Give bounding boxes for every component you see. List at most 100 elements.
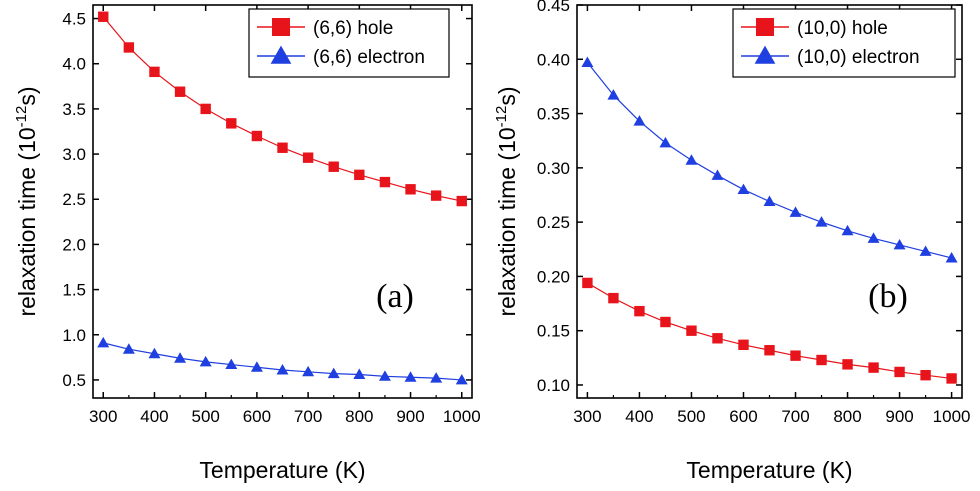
data-point-square	[920, 370, 931, 381]
data-point-square	[634, 305, 645, 317]
data-point-square	[868, 362, 879, 373]
x-tick-label: 1000	[443, 407, 481, 426]
x-tick-label: 300	[573, 407, 601, 426]
x-tick-label: 300	[89, 407, 117, 426]
data-point-square	[686, 325, 697, 336]
data-point-square	[660, 316, 671, 328]
data-point-square	[816, 354, 827, 366]
data-point-triangle	[430, 372, 443, 383]
data-point-square	[764, 345, 775, 356]
data-point-square	[302, 152, 314, 163]
y-tick-label: 0.45	[537, 0, 570, 15]
legend-label: (10,0) electron	[797, 47, 920, 68]
x-tick-label: 500	[191, 407, 219, 426]
data-point-square	[98, 11, 109, 22]
chart-panel-2: 300 400 500 600 700 800 900 1000 0.10 0.15 0.20 0.2…	[493, 0, 971, 483]
data-point-triangle	[378, 370, 391, 381]
y-tick-label: 0.25	[537, 213, 570, 232]
data-point-triangle	[815, 216, 828, 227]
data-point-square	[226, 118, 237, 129]
data-point-triangle	[250, 361, 263, 372]
data-point-square	[790, 350, 801, 361]
y-tick-label: 3.5	[62, 100, 86, 119]
data-point-triangle	[148, 347, 161, 359]
y-axis-label: relaxation time (10-12s)	[13, 86, 40, 316]
data-point-square	[123, 42, 135, 53]
data-point-square	[200, 103, 211, 115]
data-point-triangle	[893, 238, 906, 250]
data-point-square	[174, 86, 186, 97]
x-axis-label: Temperature (K)	[199, 457, 365, 483]
y-tick-label: 2.5	[62, 190, 86, 209]
x-tick-label: 600	[729, 407, 757, 426]
data-point-triangle	[581, 56, 594, 68]
data-point-triangle	[302, 365, 315, 377]
x-tick-label: 500	[677, 407, 705, 426]
x-tick-label: 400	[625, 407, 653, 426]
legend-label: (10,0) hole	[797, 18, 888, 39]
data-point-triangle	[711, 169, 724, 180]
data-point-triangle	[404, 371, 417, 382]
x-tick-label: 400	[140, 407, 168, 426]
y-tick-label: 4.0	[62, 55, 86, 74]
data-point-square	[277, 142, 288, 153]
data-point-triangle	[685, 154, 698, 165]
legend-marker-square	[272, 18, 290, 36]
data-point-square	[738, 339, 749, 351]
data-point-triangle	[633, 115, 646, 126]
y-tick-label: 0.30	[537, 159, 570, 178]
data-point-square	[712, 333, 723, 344]
legend-marker-square	[756, 18, 774, 36]
data-point-square	[456, 195, 467, 207]
data-point-triangle	[659, 136, 672, 148]
x-tick-label: 1000	[933, 407, 971, 426]
data-point-triangle	[867, 232, 880, 243]
data-point-square	[379, 176, 391, 188]
data-point-square	[251, 130, 263, 142]
x-tick-label: 600	[243, 407, 271, 426]
legend-label: (6,6) electron	[313, 47, 425, 68]
y-tick-label: 0.40	[537, 50, 570, 69]
y-tick-label: 3.0	[62, 145, 86, 164]
data-point-triangle	[199, 355, 212, 367]
series-line-2	[586, 62, 952, 259]
legend: (6,6) hole (6,6) electron	[248, 8, 450, 78]
legend-marker-triangle	[754, 45, 776, 64]
data-point-triangle	[225, 358, 238, 370]
y-tick-label: 0.10	[537, 376, 570, 395]
y-tick-label: 1.5	[62, 281, 86, 300]
x-axis-label: Temperature (K)	[686, 457, 852, 483]
data-point-square	[582, 277, 593, 289]
y-tick-label: 0.20	[537, 267, 570, 286]
legend: (10,0) hole (10,0) electron	[732, 8, 956, 78]
legend-marker-triangle	[270, 45, 292, 64]
data-point-square	[946, 373, 957, 384]
data-point-square	[842, 359, 853, 370]
data-point-triangle	[607, 89, 620, 100]
panel-label: (a)	[376, 278, 414, 315]
y-tick-label: 1.0	[62, 326, 86, 345]
data-point-triangle	[327, 367, 340, 379]
y-tick-label: 0.15	[537, 322, 570, 341]
data-point-square	[894, 366, 905, 378]
y-tick-label: 0.35	[537, 105, 570, 124]
data-point-square	[430, 190, 442, 201]
data-point-triangle	[789, 206, 802, 217]
data-point-triangle	[353, 368, 366, 379]
legend-label: (6,6) hole	[313, 18, 393, 39]
data-point-triangle	[174, 352, 187, 363]
x-tick-label: 900	[885, 407, 913, 426]
data-point-triangle	[455, 373, 468, 385]
x-tick-label: 800	[833, 407, 861, 426]
y-tick-label: 4.5	[62, 10, 86, 29]
y-axis-label: relaxation time (10-12s)	[493, 86, 520, 316]
data-point-square	[354, 169, 365, 181]
data-point-square	[608, 292, 619, 304]
data-point-triangle	[276, 364, 289, 375]
panel-label: (b)	[868, 278, 908, 315]
chart-panel-1: 300 400 500 600 700 800 900 1000 0.5 1.0 1.5 2.0 2.5…	[13, 4, 481, 483]
data-point-triangle	[122, 343, 135, 354]
x-tick-label: 700	[294, 407, 322, 426]
data-point-triangle	[919, 245, 932, 256]
